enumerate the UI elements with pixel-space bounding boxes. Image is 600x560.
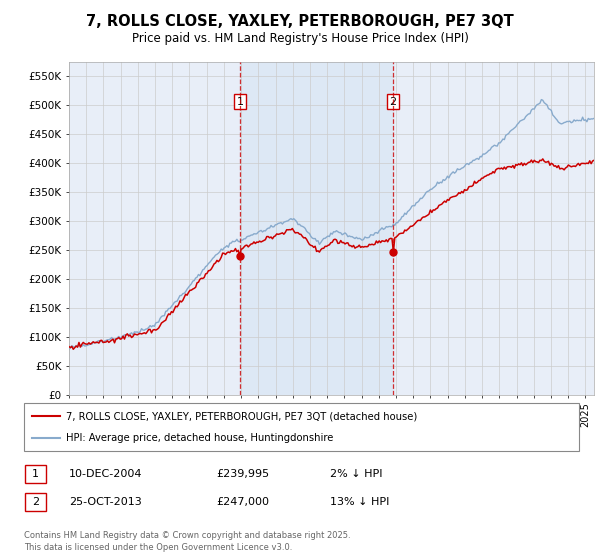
Text: 25-OCT-2013: 25-OCT-2013 [69,497,142,507]
Text: 1: 1 [32,469,39,479]
Text: HPI: Average price, detached house, Huntingdonshire: HPI: Average price, detached house, Hunt… [65,433,333,443]
Text: 2% ↓ HPI: 2% ↓ HPI [330,469,383,479]
Text: £239,995: £239,995 [216,469,269,479]
Text: 7, ROLLS CLOSE, YAXLEY, PETERBOROUGH, PE7 3QT: 7, ROLLS CLOSE, YAXLEY, PETERBOROUGH, PE… [86,14,514,29]
Text: £247,000: £247,000 [216,497,269,507]
Text: 1: 1 [236,96,244,106]
Text: 2: 2 [32,497,39,507]
Text: Price paid vs. HM Land Registry's House Price Index (HPI): Price paid vs. HM Land Registry's House … [131,32,469,45]
Text: 2: 2 [389,96,397,106]
Text: 10-DEC-2004: 10-DEC-2004 [69,469,143,479]
Text: 7, ROLLS CLOSE, YAXLEY, PETERBOROUGH, PE7 3QT (detached house): 7, ROLLS CLOSE, YAXLEY, PETERBOROUGH, PE… [65,411,417,421]
Text: Contains HM Land Registry data © Crown copyright and database right 2025.
This d: Contains HM Land Registry data © Crown c… [24,531,350,552]
Text: 13% ↓ HPI: 13% ↓ HPI [330,497,389,507]
Bar [240,62,393,395]
